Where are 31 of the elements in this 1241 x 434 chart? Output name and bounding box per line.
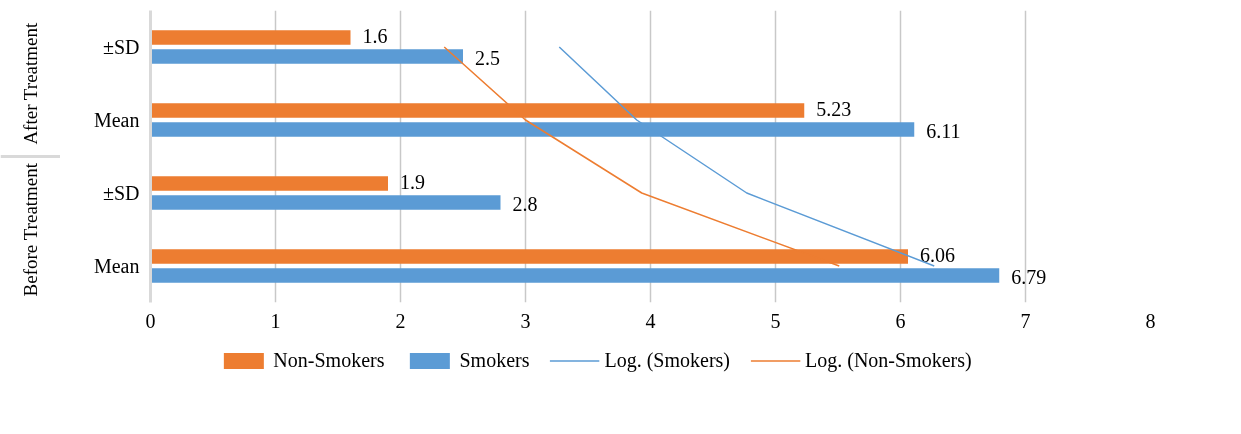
x-tick-label: 3 <box>520 309 531 332</box>
data-label: 2.8 <box>512 193 538 216</box>
data-label: 2.5 <box>475 47 500 70</box>
legend-label: Smokers <box>459 348 530 372</box>
bar <box>150 195 501 210</box>
x-tick-label: 8 <box>1145 309 1156 332</box>
data-label: 1.9 <box>400 170 425 193</box>
x-tick-label: 0 <box>145 309 156 332</box>
bar <box>150 49 463 64</box>
y-tick-label: Mean <box>93 255 140 277</box>
data-label: 1.6 <box>362 24 388 47</box>
x-tick-label: 5 <box>770 309 781 332</box>
legend-label: Non-Smokers <box>273 348 385 372</box>
x-tick-label: 4 <box>645 309 656 332</box>
x-tick-label: 2 <box>395 309 406 332</box>
data-label: 5.23 <box>816 97 852 120</box>
data-label: 6.79 <box>1011 266 1047 289</box>
data-label: 6.11 <box>926 120 961 143</box>
legend-label: Log. (Smokers) <box>604 348 731 372</box>
bar <box>150 176 388 191</box>
text: After Treatment <box>20 22 41 145</box>
data-label: 6.06 <box>920 243 955 266</box>
x-tick-label: 1 <box>270 309 281 332</box>
legend-label: Log. (Non-Smokers) <box>805 348 972 372</box>
y-tick-label: ±SD <box>102 36 140 58</box>
text: Before Treatment <box>20 162 41 297</box>
bar <box>150 30 351 45</box>
x-tick-label: 6 <box>895 309 906 332</box>
x-tick-label: 7 <box>1020 309 1031 332</box>
y-tick-label: ±SD <box>102 182 140 204</box>
y-tick-label: Mean <box>93 109 140 131</box>
